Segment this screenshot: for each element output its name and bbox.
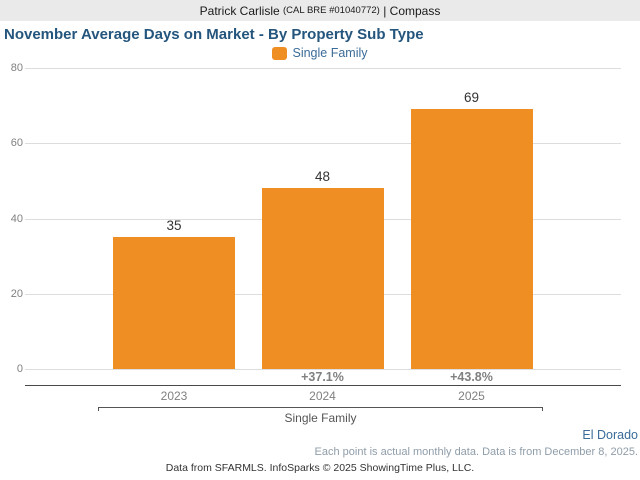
x-axis-group-label: Single Family	[284, 411, 357, 425]
gridline-y-60	[25, 143, 621, 144]
y-axis-tick-0: 0	[16, 363, 23, 375]
y-axis-tick-60: 60	[10, 137, 23, 149]
pct-change-2025: +43.8%	[450, 370, 493, 384]
pct-change-2024: +37.1%	[301, 370, 344, 384]
x-axis-label-2025: 2025	[458, 389, 485, 403]
x-axis-label-2023: 2023	[160, 389, 188, 403]
bar-value-2024: 48	[314, 169, 331, 184]
region-label: El Dorado	[582, 428, 638, 442]
chart-legend: Single Family	[0, 45, 640, 61]
y-axis-tick-20: 20	[10, 288, 23, 300]
gridline-y-80	[25, 68, 621, 69]
chart-title: November Average Days on Market - By Pro…	[4, 26, 424, 43]
legend-swatch-single-family	[272, 46, 288, 60]
x-axis-group-bracket	[98, 407, 543, 411]
y-axis-tick-80: 80	[10, 62, 23, 74]
gridline-y-0	[25, 369, 621, 370]
bar-value-2023: 35	[166, 218, 182, 233]
header-bar: Patrick Carlisle (CAL BRE #01040772) | C…	[0, 0, 640, 21]
axis-separator-line	[25, 385, 621, 386]
bar-value-2025: 69	[463, 90, 480, 105]
bar-2025[interactable]	[410, 109, 533, 369]
agent-name: Patrick Carlisle	[199, 3, 280, 18]
legend-label: Single Family	[292, 46, 368, 60]
data-source-note: Each point is actual monthly data. Data …	[314, 446, 638, 458]
agent-license: (CAL BRE #01040772)	[283, 5, 380, 16]
header-separator: |	[383, 3, 387, 18]
y-axis-tick-40: 40	[10, 213, 23, 225]
copyright-footer: Data from SFARMLS. InfoSparks © 2025 Sho…	[165, 462, 475, 474]
bar-2023[interactable]	[113, 237, 235, 369]
x-axis-label-2024: 2024	[309, 389, 336, 403]
bar-2024[interactable]	[261, 188, 384, 369]
brokerage-name: Compass	[389, 3, 441, 18]
